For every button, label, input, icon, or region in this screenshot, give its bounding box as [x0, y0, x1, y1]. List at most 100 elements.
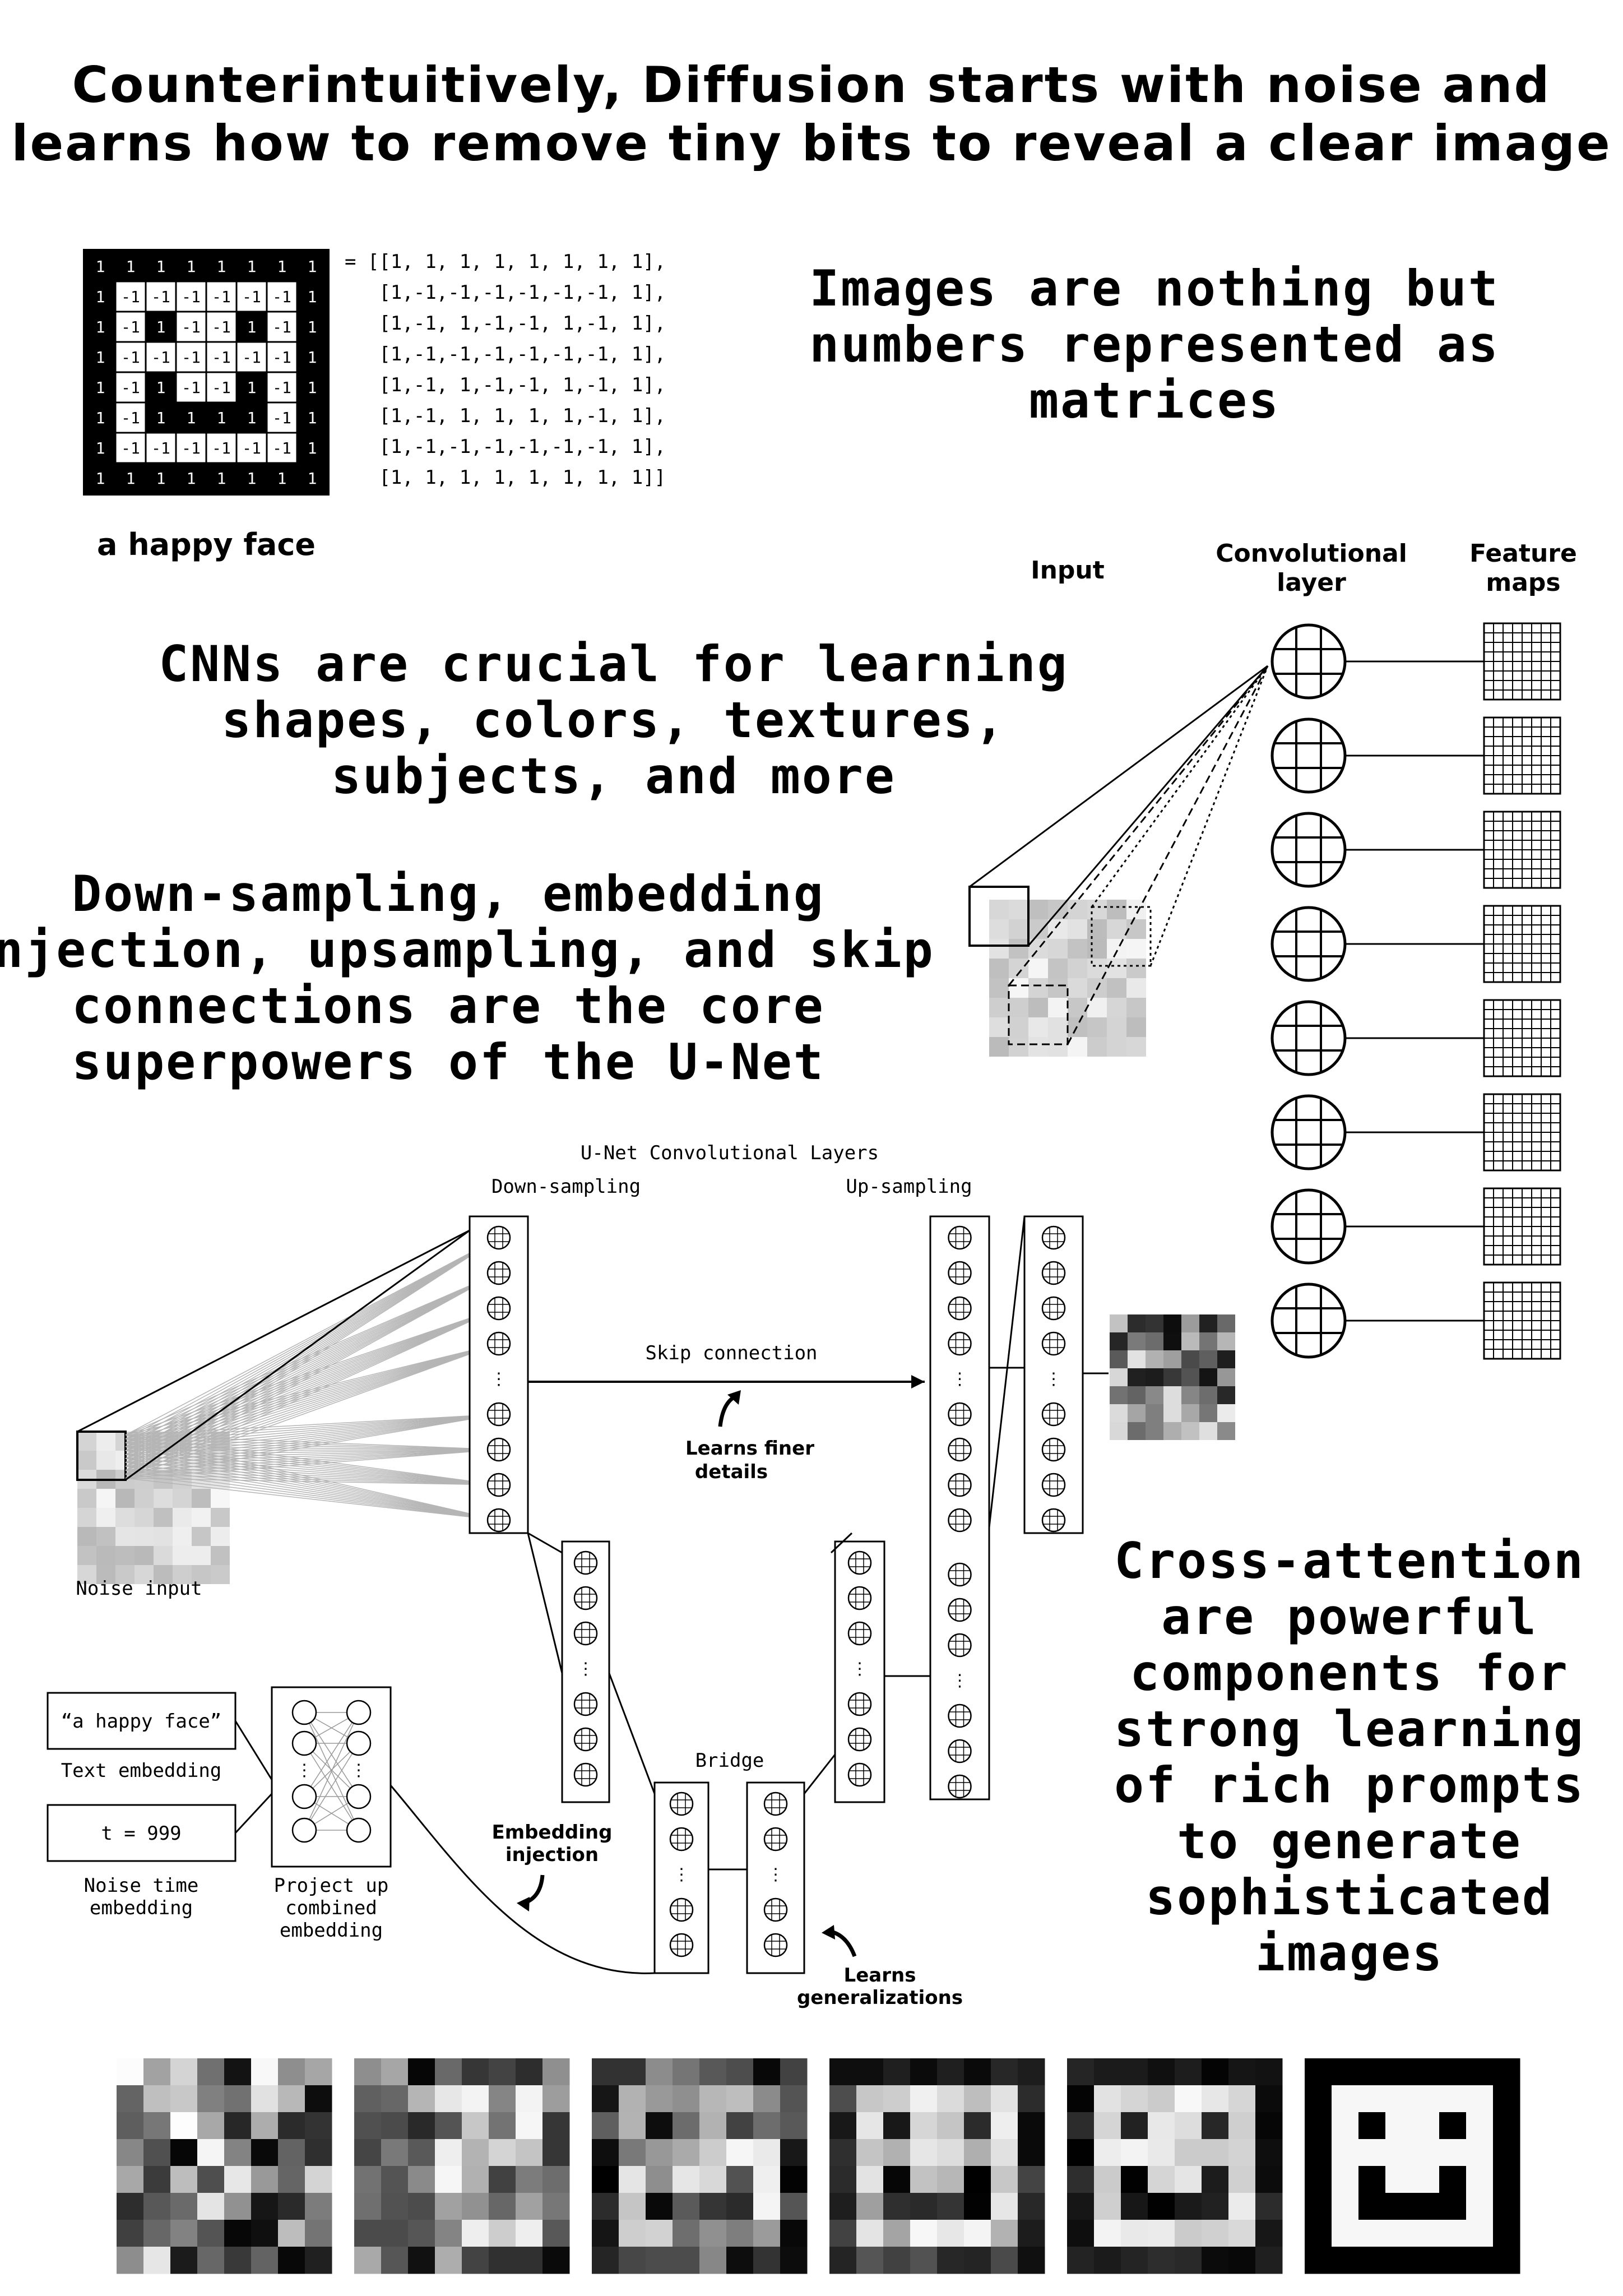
pixel: [1009, 939, 1028, 959]
pixel: [1107, 939, 1126, 959]
denoise-pixel: [542, 2166, 570, 2193]
denoise-pixel: [408, 2166, 435, 2193]
denoise-pixel: [1385, 2058, 1413, 2086]
unet-neuron: [847, 1727, 872, 1752]
denoise-pixel: [829, 2166, 857, 2193]
statement-cross-line-1: Cross-attention: [1114, 1532, 1585, 1590]
denoise-pixel: [1094, 2247, 1121, 2274]
denoise-pixel: [1121, 2139, 1148, 2167]
denoise-pixel: [1493, 2058, 1520, 2086]
denoise-pixel: [1121, 2193, 1148, 2220]
denoise-pixel: [1175, 2166, 1202, 2193]
denoise-pixel: [278, 2139, 305, 2167]
denoise-pixel: [910, 2247, 938, 2274]
denoise-pixel: [489, 2193, 516, 2220]
matrix-cell: [176, 281, 206, 312]
denoise-pixel: [592, 2112, 619, 2140]
denoise-pixel: [462, 2085, 489, 2113]
denoise-pixel: [542, 2247, 570, 2274]
unet-diagram: U-Net Convolutional Layers Down-sampling…: [47, 1142, 1235, 2009]
statement-cross-line-6: to generate: [1177, 1812, 1522, 1870]
denoise-pixel: [408, 2112, 435, 2140]
denoise-pixel: [354, 2112, 382, 2140]
matrix-cell: [146, 433, 176, 463]
statement-cross-line-3: components for: [1130, 1644, 1569, 1702]
unet-neuron: [948, 1296, 972, 1321]
unet-neuron: [948, 1598, 972, 1622]
denoise-pixel: [1148, 2112, 1175, 2140]
pixel: [1087, 1017, 1107, 1037]
denoise-pixel: [780, 2139, 808, 2167]
denoise-pixel: [1175, 2193, 1202, 2220]
pixel: [96, 1489, 115, 1508]
matrix-cell: [85, 433, 115, 463]
denoise-pixel: [1121, 2220, 1148, 2247]
denoise-pixel: [1439, 2220, 1467, 2247]
denoise-pixel: [1067, 2085, 1095, 2113]
denoise-pixel: [516, 2058, 543, 2086]
denoise-pixel: [1255, 2193, 1283, 2220]
headline-line-2: learns how to remove tiny bits to reveal…: [11, 114, 1612, 172]
denoise-pixel: [592, 2166, 619, 2193]
matrix-cell-value: 1: [217, 469, 226, 488]
unet-neuron: [486, 1473, 511, 1497]
unet-fan-lines: [125, 1237, 499, 1521]
matrix-cell-value: 1: [308, 318, 317, 336]
denoise-pixel: [1412, 2193, 1440, 2220]
matrix-cell-value: 1: [187, 409, 196, 427]
denoise-pixel: [1358, 2193, 1386, 2220]
pixel: [211, 1565, 230, 1584]
pixel: [1107, 978, 1126, 998]
unet-neuron: [948, 1473, 972, 1497]
noise-time-label-line-2: embedding: [90, 1897, 193, 1919]
denoise-pixel: [1305, 2112, 1332, 2140]
projection-node: [346, 1784, 372, 1809]
projection-box: [271, 1686, 392, 1868]
pixel: [154, 1565, 173, 1584]
denoise-pixel: [1094, 2193, 1121, 2220]
denoise-pixel: [435, 2139, 462, 2167]
pixel: [135, 1565, 154, 1584]
denoise-pixel: [381, 2247, 409, 2274]
unet-neuron: [948, 1331, 972, 1356]
denoise-pixel: [829, 2085, 857, 2113]
statement-cross-line-8: images: [1255, 1924, 1444, 1982]
denoise-pixel: [910, 2193, 938, 2220]
pixel: [96, 1508, 115, 1527]
denoise-pixel: [1228, 2058, 1256, 2086]
pixel: [1110, 1422, 1128, 1440]
matrix-cell: [146, 402, 176, 433]
denoise-pixel: [1228, 2085, 1256, 2113]
matrix-cell: [267, 312, 297, 342]
project-label-line-3: embedding: [280, 1919, 383, 1942]
matrix-cell-value: 1: [308, 378, 317, 397]
denoise-pixel: [1175, 2220, 1202, 2247]
denoise-pixel: [780, 2058, 808, 2086]
denoise-pixel: [1175, 2139, 1202, 2167]
cnn-conv-label-line-1: Convolutional: [1216, 539, 1407, 568]
denoise-pixel: [435, 2220, 462, 2247]
happy-face-caption: a happy face: [97, 527, 316, 562]
denoise-pixel: [381, 2220, 409, 2247]
headline-line-1: Counterintuitively, Diffusion starts wit…: [72, 56, 1551, 114]
denoise-pixel: [1332, 2058, 1359, 2086]
denoise-pixel: [856, 2139, 884, 2167]
cnn-diagram: Input Convolutional layer Feature maps: [968, 539, 1577, 1360]
denoise-pixel: [435, 2112, 462, 2140]
matrix-cell: [206, 372, 237, 402]
unet-neuron: [763, 1827, 788, 1851]
pixel: [211, 1489, 230, 1508]
denoise-pixel: [1148, 2247, 1175, 2274]
denoise-pixel: [883, 2058, 911, 2086]
denoise-pixel: [1018, 2247, 1045, 2274]
pixel: [211, 1527, 230, 1546]
column-ellipsis: ⋮: [952, 1671, 968, 1691]
matrix-cell: [85, 402, 115, 433]
denoise-pixel: [699, 2058, 727, 2086]
denoise-pixel: [964, 2085, 991, 2113]
denoise-pixel: [829, 2247, 857, 2274]
matrix-cell: [146, 463, 176, 493]
denoise-pixel: [964, 2193, 991, 2220]
denoise-pixel: [1148, 2058, 1175, 2086]
denoise-pixel: [964, 2112, 991, 2140]
